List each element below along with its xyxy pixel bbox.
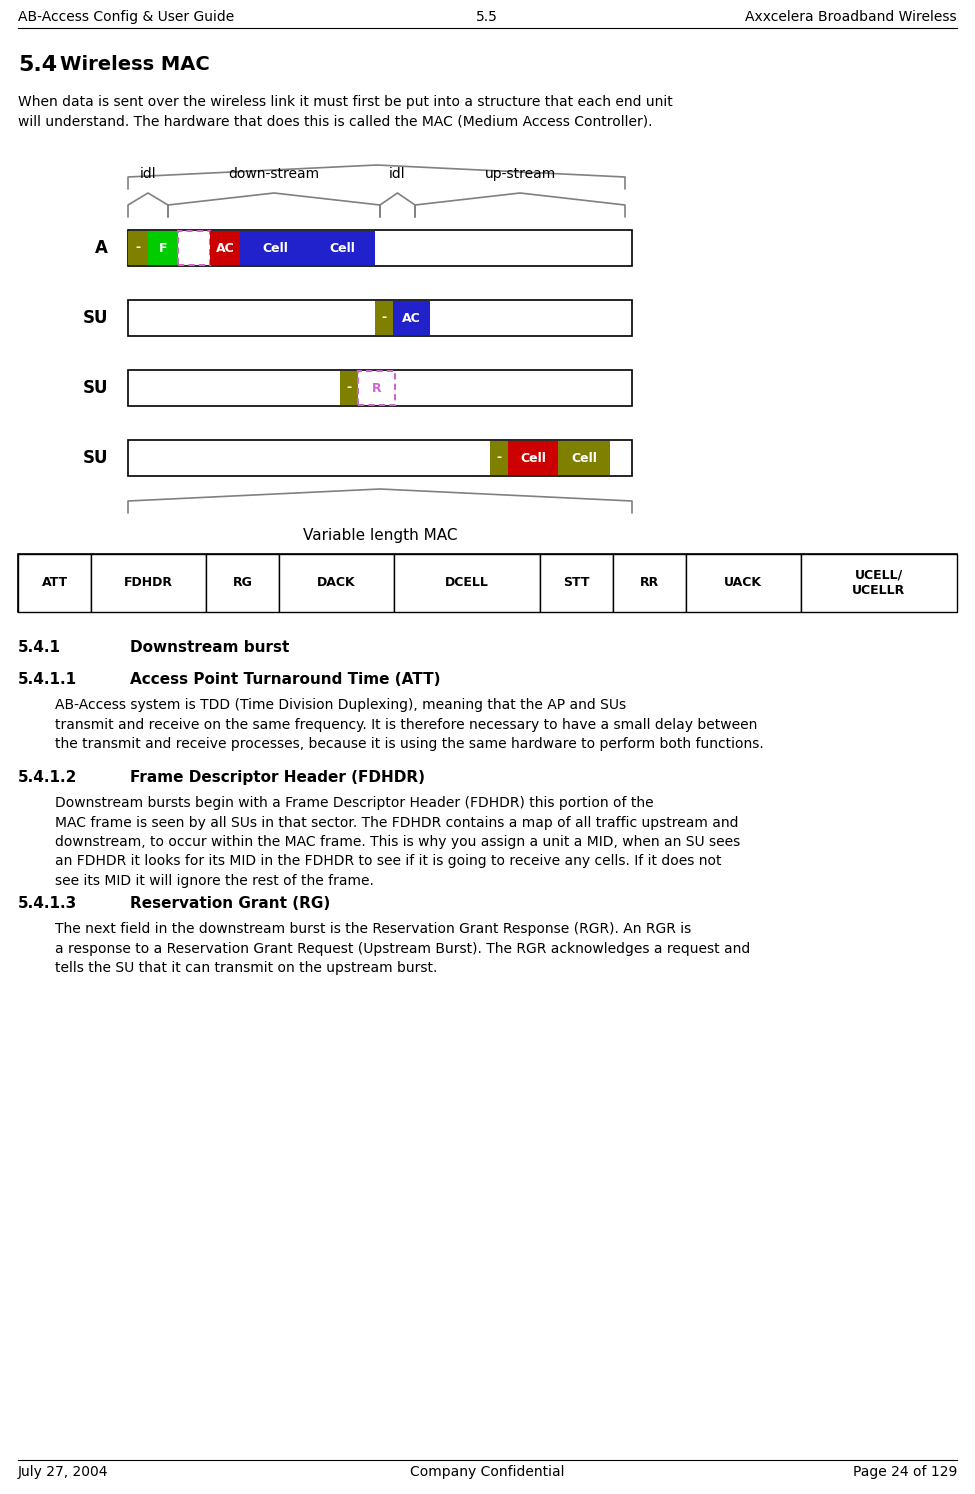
FancyBboxPatch shape [685, 554, 800, 613]
FancyBboxPatch shape [508, 441, 558, 475]
Text: Axxcelera Broadband Wireless: Axxcelera Broadband Wireless [745, 10, 957, 24]
Text: Wireless MAC: Wireless MAC [60, 55, 210, 75]
FancyBboxPatch shape [240, 232, 310, 264]
Text: R: R [371, 381, 381, 394]
FancyBboxPatch shape [128, 230, 632, 266]
Text: down-stream: down-stream [228, 167, 320, 181]
Text: Page 24 of 129: Page 24 of 129 [852, 1466, 957, 1479]
FancyBboxPatch shape [91, 554, 206, 613]
Text: 5.4.1: 5.4.1 [18, 639, 61, 654]
FancyBboxPatch shape [393, 300, 430, 335]
Text: FDHDR: FDHDR [124, 577, 173, 590]
Text: 5.5: 5.5 [476, 10, 498, 24]
FancyBboxPatch shape [612, 554, 685, 613]
FancyBboxPatch shape [375, 300, 393, 335]
Text: -: - [381, 312, 386, 324]
FancyBboxPatch shape [210, 232, 240, 264]
Text: UCELL/
UCELLR: UCELL/ UCELLR [852, 569, 906, 598]
Text: Cell: Cell [330, 242, 356, 254]
Text: -: - [346, 381, 352, 394]
Text: AB-Access system is TDD (Time Division Duplexing), meaning that the AP and SUs
t: AB-Access system is TDD (Time Division D… [55, 698, 763, 751]
Text: F: F [159, 242, 168, 254]
FancyBboxPatch shape [279, 554, 394, 613]
FancyBboxPatch shape [18, 554, 91, 613]
Text: up-stream: up-stream [485, 167, 556, 181]
FancyBboxPatch shape [558, 441, 610, 475]
Text: DCELL: DCELL [445, 577, 488, 590]
Text: When data is sent over the wireless link it must first be put into a structure t: When data is sent over the wireless link… [18, 96, 673, 128]
Text: DACK: DACK [317, 577, 356, 590]
FancyBboxPatch shape [310, 232, 375, 264]
Text: 5.4.1.2: 5.4.1.2 [18, 769, 77, 784]
Text: 5.4: 5.4 [18, 55, 58, 75]
FancyBboxPatch shape [178, 232, 210, 264]
FancyBboxPatch shape [18, 554, 957, 613]
FancyBboxPatch shape [340, 371, 358, 405]
Text: Downstream bursts begin with a Frame Descriptor Header (FDHDR) this portion of t: Downstream bursts begin with a Frame Des… [55, 796, 740, 887]
Text: A: A [96, 239, 108, 257]
Text: Cell: Cell [571, 451, 597, 465]
FancyBboxPatch shape [206, 554, 279, 613]
Text: 5.4.1.1: 5.4.1.1 [18, 672, 77, 687]
Text: SU: SU [83, 450, 108, 468]
Text: Cell: Cell [262, 242, 288, 254]
Text: RR: RR [640, 577, 659, 590]
FancyBboxPatch shape [128, 371, 632, 406]
Text: SU: SU [83, 309, 108, 327]
FancyBboxPatch shape [540, 554, 612, 613]
Text: Frame Descriptor Header (FDHDR): Frame Descriptor Header (FDHDR) [130, 769, 425, 784]
Text: -: - [496, 451, 501, 465]
Text: Reservation Grant (RG): Reservation Grant (RG) [130, 896, 331, 911]
Text: AB-Access Config & User Guide: AB-Access Config & User Guide [18, 10, 234, 24]
Text: UACK: UACK [724, 577, 762, 590]
Text: Downstream burst: Downstream burst [130, 639, 290, 654]
Text: The next field in the downstream burst is the Reservation Grant Response (RGR). : The next field in the downstream burst i… [55, 922, 750, 976]
FancyBboxPatch shape [800, 554, 957, 613]
FancyBboxPatch shape [358, 371, 395, 405]
Text: idl: idl [139, 167, 156, 181]
Text: July 27, 2004: July 27, 2004 [18, 1466, 108, 1479]
Text: RG: RG [232, 577, 253, 590]
FancyBboxPatch shape [128, 300, 632, 336]
Text: AC: AC [402, 312, 421, 324]
Text: Access Point Turnaround Time (ATT): Access Point Turnaround Time (ATT) [130, 672, 441, 687]
FancyBboxPatch shape [394, 554, 540, 613]
Text: ATT: ATT [42, 577, 67, 590]
Text: Cell: Cell [520, 451, 546, 465]
Text: -: - [136, 242, 140, 254]
Text: Variable length MAC: Variable length MAC [303, 527, 457, 542]
FancyBboxPatch shape [128, 441, 632, 477]
Text: AC: AC [215, 242, 234, 254]
Text: STT: STT [563, 577, 590, 590]
Text: SU: SU [83, 379, 108, 397]
FancyBboxPatch shape [128, 232, 148, 264]
Text: 5.4.1.3: 5.4.1.3 [18, 896, 77, 911]
Text: idl: idl [389, 167, 406, 181]
Text: Company Confidential: Company Confidential [410, 1466, 565, 1479]
Text: R: R [189, 242, 199, 254]
FancyBboxPatch shape [490, 441, 508, 475]
FancyBboxPatch shape [148, 232, 178, 264]
